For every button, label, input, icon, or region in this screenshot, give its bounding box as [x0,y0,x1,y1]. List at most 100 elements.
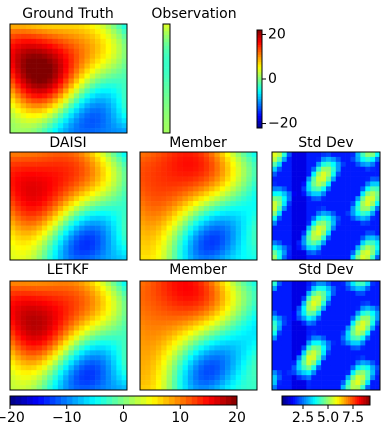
heatmap-cell [167,326,173,331]
heatmap-cell [172,201,178,206]
heatmap-cell [74,34,80,39]
heatmap-cell [26,49,32,54]
heatmap-cell [58,221,64,226]
heatmap-cell [156,350,162,355]
heatmap-cell [31,54,37,59]
heatmap-cell [225,375,231,380]
heatmap-cell [10,321,16,326]
heatmap-cell [111,39,117,44]
heatmap-cell [10,245,16,250]
heatmap-cell [272,370,277,375]
heatmap-cell [42,103,48,108]
heatmap-cell [90,306,96,311]
heatmap-cell [58,240,64,245]
heatmap-cell [177,291,183,296]
heatmap-cell [183,360,189,365]
heatmap-cell [188,355,194,360]
heatmap-cell [351,206,356,211]
heatmap-cell [58,152,64,157]
heatmap-cell [199,235,205,240]
heatmap-cell [31,336,37,341]
heatmap-cell [37,216,43,221]
heatmap-cell [351,226,356,231]
heatmap-cell [111,113,117,118]
colorbar-cell [203,396,209,405]
heatmap-cell [225,250,231,255]
heatmap-cell [31,216,37,221]
heatmap-cell [69,103,75,108]
heatmap-cell [301,370,306,375]
colorbar-tick-label: 20 [228,410,246,426]
heatmap-cell [90,181,96,186]
heatmap-cell [58,231,64,236]
heatmap-cell [111,191,117,196]
heatmap-cell [31,380,37,385]
colorbar-cell [257,104,262,107]
heatmap-cell [209,345,215,350]
heatmap-cell [311,375,316,380]
heatmap-cell [79,69,85,74]
heatmap-cell [84,301,90,306]
heatmap-cell [106,24,112,29]
heatmap-cell [10,108,16,113]
heatmap-cell [31,296,37,301]
heatmap-cell [58,83,64,88]
heatmap-cell [287,201,292,206]
heatmap-cell [111,380,117,385]
heatmap-cell [214,152,220,157]
heatmap-cell [297,281,302,286]
heatmap-cell [111,301,117,306]
heatmap-cell [53,162,59,167]
heatmap-cell [167,281,173,286]
heatmap-cell [31,226,37,231]
heatmap-cell [111,181,117,186]
heatmap-cell [355,316,360,321]
heatmap-cell [214,221,220,226]
colorbar-cell [44,396,50,405]
heatmap-cell [252,306,258,311]
heatmap-cell [220,172,226,177]
heatmap-cell [360,340,365,345]
heatmap-cell [183,345,189,350]
heatmap-cell [58,245,64,250]
heatmap-cell [365,331,370,336]
heatmap-cell [321,157,326,162]
heatmap-cell [331,201,336,206]
heatmap-cell [63,29,69,34]
colorbar-cell [302,396,305,405]
heatmap-cell [272,231,277,236]
heatmap-cell [58,59,64,64]
heatmap-cell [116,221,122,226]
heatmap-cell [321,250,326,255]
heatmap-cell [90,291,96,296]
heatmap-cell [311,191,316,196]
colorbar-tick-label: 2.5 [292,410,314,426]
colorbar-cell [333,396,336,405]
heatmap-cell [241,345,247,350]
heatmap-cell [63,370,69,375]
heatmap-cell [21,152,27,157]
heatmap-cell [47,34,53,39]
heatmap-cell [26,191,32,196]
heatmap-cell [15,29,21,34]
heatmap-cell [53,177,59,182]
heatmap-cell [95,93,101,98]
heatmap-cell [15,226,21,231]
heatmap-cell [336,172,341,177]
heatmap-cell [74,181,80,186]
heatmap-cell [360,177,365,182]
heatmap-cell [287,245,292,250]
heatmap-cell [58,286,64,291]
heatmap-cell [351,211,356,216]
heatmap-cell [122,235,128,240]
heatmap-cell [116,157,122,162]
heatmap-cell [292,191,297,196]
heatmap-cell [90,152,96,157]
heatmap-cell [10,370,16,375]
heatmap-cell [95,118,101,123]
heatmap-cell [100,221,106,226]
heatmap-cell [47,240,53,245]
heatmap-cell [122,98,128,103]
colorbar-cell [257,74,262,77]
heatmap-cell [122,186,128,191]
